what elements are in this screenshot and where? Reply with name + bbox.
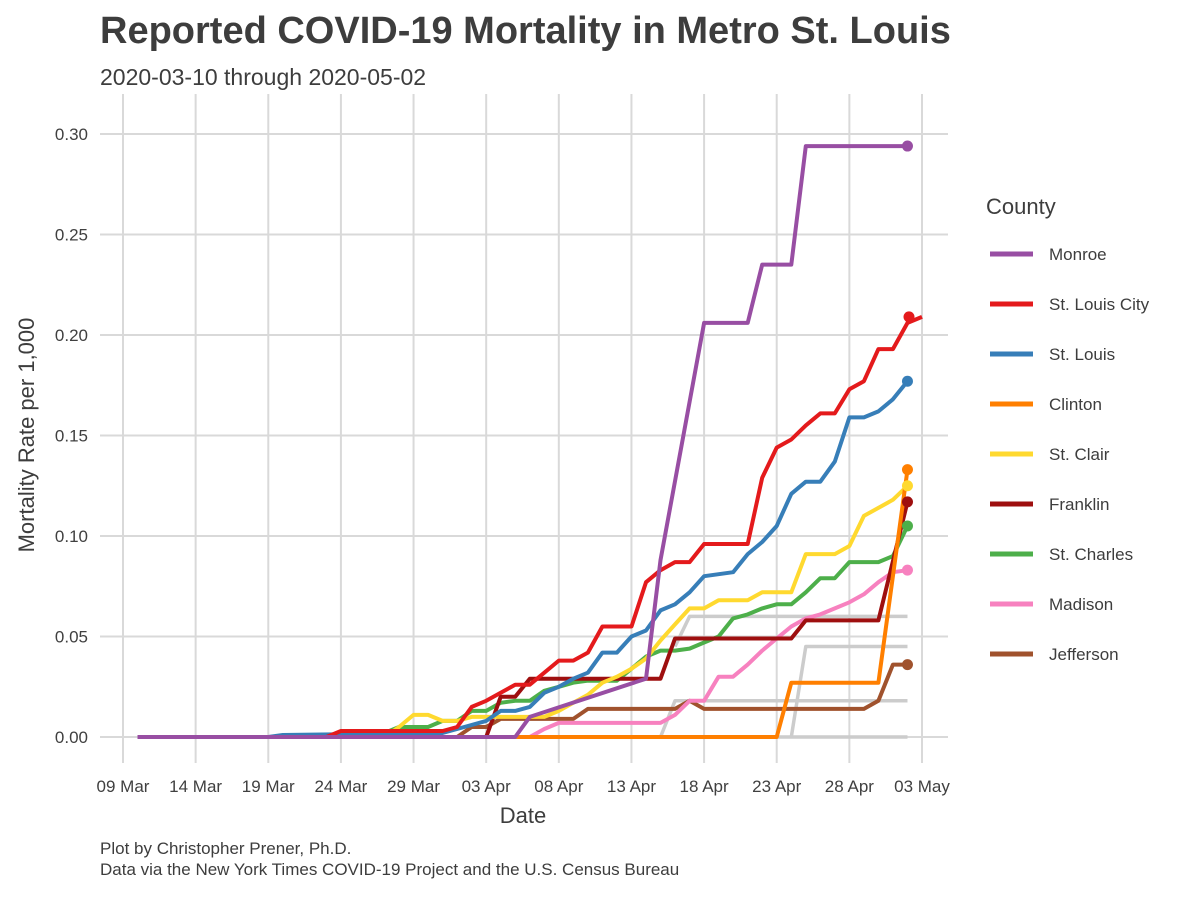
background-series [658, 614, 908, 739]
series-endpoint [901, 140, 913, 152]
y-tick-label: 0.05 [55, 628, 88, 647]
legend: County Monroe St. Louis City St. Louis Clin… [986, 194, 1150, 664]
y-tick-label: 0.00 [55, 728, 88, 747]
series-endpoint [901, 564, 913, 576]
x-axis-ticks: 09 Mar 14 Mar 19 Mar 24 Mar 29 Mar 03 Apr 08 A… [97, 777, 951, 796]
y-tick-label: 0.25 [55, 226, 88, 245]
caption-author: Plot by Christopher Prener, Ph.D. [100, 839, 352, 858]
legend-label: St. Clair [1049, 445, 1110, 464]
x-tick-label: 18 Apr [680, 777, 729, 796]
legend-label: Franklin [1049, 495, 1109, 514]
background-series-line [673, 614, 908, 648]
background-series-line [789, 644, 908, 738]
x-tick-label: 09 Mar [97, 777, 150, 796]
y-tick-label: 0.20 [55, 326, 88, 345]
y-axis-label: Mortality Rate per 1,000 [14, 318, 39, 553]
series-line-franklin [137, 501, 910, 739]
series-endpoint [901, 480, 913, 492]
x-axis-label: Date [500, 803, 546, 828]
x-tick-label: 13 Apr [607, 777, 656, 796]
series-line-monroe [137, 144, 908, 739]
x-tick-label: 28 Apr [825, 777, 874, 796]
series-line-st-charles [137, 525, 910, 739]
legend-label: Monroe [1049, 245, 1107, 264]
series-endpoint [901, 496, 913, 508]
y-axis-ticks: 0.00 0.05 0.10 0.15 0.20 0.25 0.30 [55, 125, 88, 747]
series-endpoints [901, 140, 915, 671]
legend-label: Clinton [1049, 395, 1102, 414]
x-tick-label: 08 Apr [534, 777, 583, 796]
y-tick-label: 0.15 [55, 427, 88, 446]
background-series-line [658, 699, 908, 738]
series-line-st-louis-city [137, 315, 923, 739]
x-tick-label: 03 May [894, 777, 950, 796]
legend-label: St. Louis [1049, 345, 1115, 364]
series-endpoint [901, 659, 913, 671]
legend-label: St. Louis City [1049, 295, 1150, 314]
x-tick-label: 19 Mar [242, 777, 295, 796]
legend-title: County [986, 194, 1056, 219]
series-line-jefferson [137, 662, 908, 739]
grid-lines [100, 94, 948, 763]
series-line-st-clair [137, 484, 909, 739]
series-endpoint [903, 311, 915, 323]
series-endpoint [901, 464, 913, 476]
series-line-st-louis [137, 379, 910, 739]
x-tick-label: 24 Mar [314, 777, 367, 796]
chart-title: Reported COVID-19 Mortality in Metro St.… [100, 10, 951, 52]
series-line-madison [137, 568, 908, 739]
x-tick-label: 23 Apr [752, 777, 801, 796]
x-tick-label: 03 Apr [462, 777, 511, 796]
x-tick-label: 14 Mar [169, 777, 222, 796]
y-tick-label: 0.10 [55, 527, 88, 546]
legend-label: Madison [1049, 595, 1113, 614]
series-lines [137, 144, 923, 739]
legend-label: Jefferson [1049, 645, 1119, 664]
y-tick-label: 0.30 [55, 125, 88, 144]
series-endpoint [901, 375, 913, 387]
caption-source: Data via the New York Times COVID-19 Pro… [100, 860, 680, 879]
chart-subtitle: 2020-03-10 through 2020-05-02 [100, 64, 427, 90]
series-line-clinton [137, 469, 910, 739]
series-endpoint [901, 520, 913, 532]
x-tick-label: 29 Mar [387, 777, 440, 796]
legend-label: St. Charles [1049, 545, 1133, 564]
